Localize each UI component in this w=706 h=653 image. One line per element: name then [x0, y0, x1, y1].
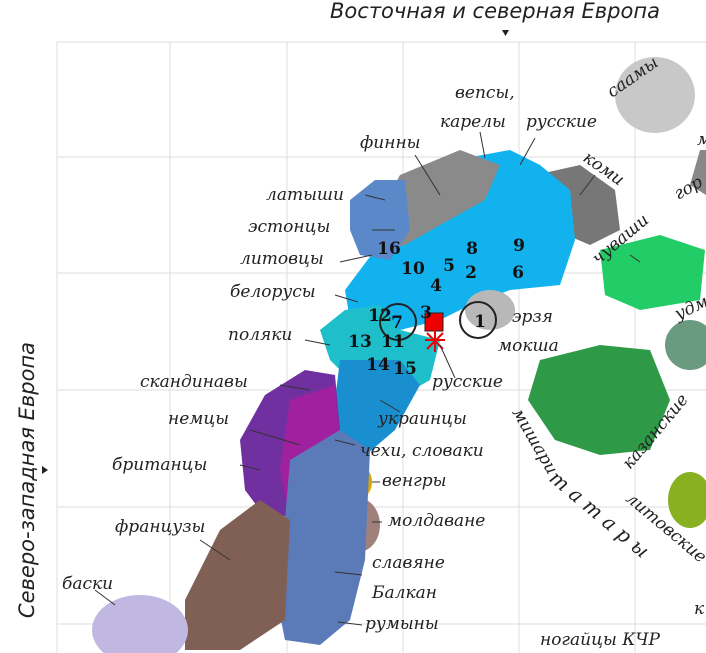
label: литовцы [240, 249, 324, 269]
number: 6 [512, 263, 524, 283]
label: м [697, 130, 706, 150]
label: румыны [365, 614, 439, 634]
label: эрзя [512, 307, 553, 327]
label: славяне [372, 553, 445, 573]
number: 16 [377, 239, 401, 259]
label: финны [360, 133, 421, 153]
label: венгры [382, 471, 446, 491]
number: 7 [391, 313, 403, 333]
label: карелы [440, 112, 506, 132]
number: 13 [348, 332, 372, 352]
label: французы [115, 517, 205, 537]
axis-title-left: Северо-западная Европа [15, 342, 39, 618]
label: белорусы [230, 282, 316, 302]
axis-marker [42, 466, 48, 474]
axis-title-top: Восточная и северная Европа [330, 0, 660, 23]
label: эстонцы [248, 217, 330, 237]
number: 15 [393, 359, 417, 379]
label: латыши [266, 185, 344, 205]
axis-marker [502, 30, 509, 36]
number: 14 [366, 355, 390, 375]
label: русские [432, 372, 503, 392]
label: к [694, 599, 705, 619]
label: немцы [168, 409, 229, 429]
label: русские [526, 112, 597, 132]
number: 10 [401, 259, 425, 279]
label: вепсы, [455, 83, 515, 103]
label: чехи, словаки [360, 441, 484, 461]
label: молдаване [388, 511, 485, 531]
label: украинцы [377, 409, 467, 429]
label: ногайцы КЧР [540, 630, 661, 650]
number: 5 [443, 256, 455, 276]
label: баски [62, 574, 113, 594]
number: 1 [474, 312, 486, 332]
clusters [92, 57, 706, 653]
label: скандинавы [140, 372, 248, 392]
number: 11 [381, 332, 405, 352]
number: 8 [466, 239, 478, 259]
number: 4 [430, 276, 442, 296]
number: 9 [513, 236, 525, 256]
leader-lines [94, 131, 641, 626]
number: 12 [368, 306, 392, 326]
label: поляки [228, 325, 292, 345]
label: Балкан [371, 583, 437, 603]
label: британцы [112, 455, 207, 475]
number: 2 [465, 263, 477, 283]
number: 3 [420, 303, 432, 323]
label: мокша [498, 336, 559, 356]
numbers: 16 8 9 10 5 2 6 4 12 3 1 7 13 11 14 15 [348, 236, 525, 379]
